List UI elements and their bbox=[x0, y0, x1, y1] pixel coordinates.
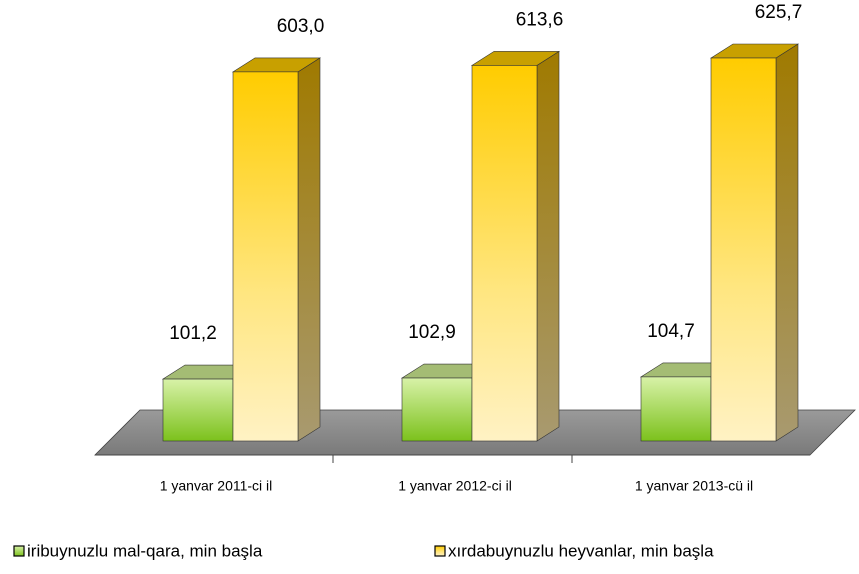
legend-label: iribuynuzlu mal-qara, min başla bbox=[27, 541, 263, 560]
x-tick-label: 1 yanvar 2011-ci il bbox=[160, 478, 273, 494]
bar-front bbox=[162, 378, 234, 442]
bar bbox=[470, 50, 561, 442]
value-label: 603,0 bbox=[277, 16, 325, 37]
value-label: 102,9 bbox=[408, 322, 456, 343]
bar-side bbox=[536, 50, 560, 442]
bar-side bbox=[297, 57, 321, 442]
value-label: 613,6 bbox=[516, 9, 564, 30]
legend-swatch bbox=[13, 545, 25, 557]
value-label: 625,7 bbox=[755, 2, 803, 23]
bar-front bbox=[710, 57, 777, 442]
legend-label: xırdabuynuzlu heyvanlar, min başla bbox=[448, 541, 714, 560]
bar bbox=[709, 43, 800, 442]
x-tick-label: 1 yanvar 2013-cü il bbox=[635, 478, 753, 494]
bar-front bbox=[640, 376, 712, 442]
bar-side bbox=[775, 43, 799, 442]
bar-front bbox=[471, 65, 538, 442]
value-label: 101,2 bbox=[169, 323, 217, 344]
bar bbox=[231, 57, 322, 442]
value-label: 104,7 bbox=[647, 321, 695, 342]
legend-swatch bbox=[434, 545, 446, 557]
x-tick-label: 1 yanvar 2012-ci il bbox=[398, 478, 512, 494]
bar-front bbox=[401, 377, 473, 442]
bar-front bbox=[232, 71, 299, 442]
